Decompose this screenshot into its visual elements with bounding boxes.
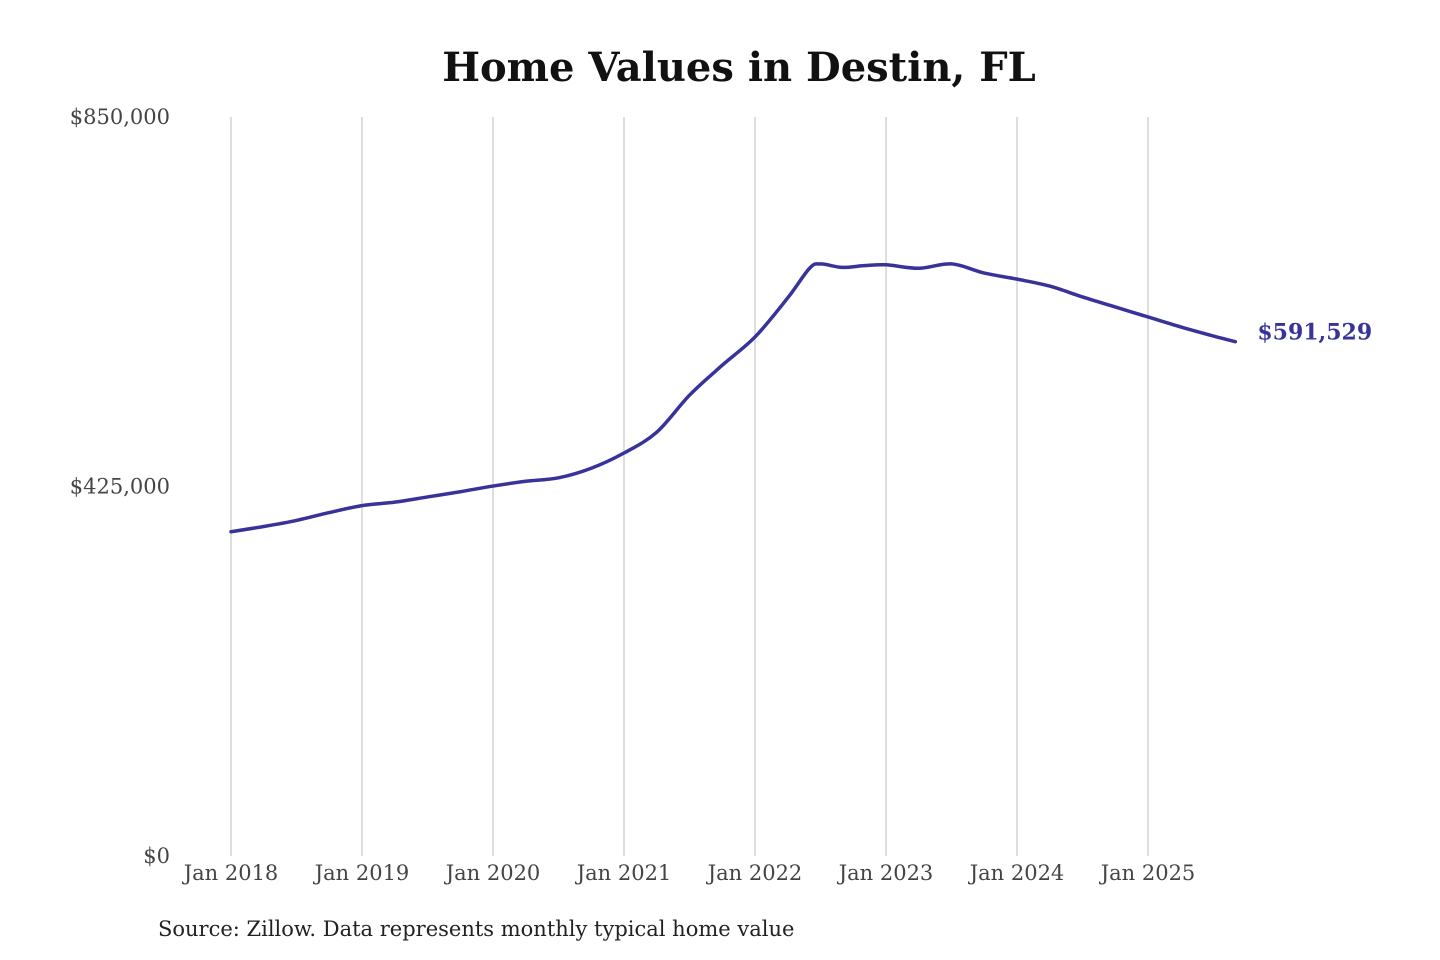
source-note: Source: Zillow. Data represents monthly … bbox=[158, 917, 795, 941]
y-tick-label: $425,000 bbox=[70, 475, 170, 499]
x-tick-label: Jan 2023 bbox=[837, 861, 934, 885]
x-tick-label: Jan 2025 bbox=[1099, 861, 1196, 885]
series-line bbox=[229, 262, 1238, 534]
x-tick-label: Jan 2024 bbox=[968, 861, 1065, 885]
x-tick-label: Jan 2019 bbox=[313, 861, 410, 885]
y-tick-label: $0 bbox=[143, 844, 170, 868]
y-tick-label: $850,000 bbox=[70, 105, 170, 129]
x-tick-label: Jan 2021 bbox=[575, 861, 672, 885]
x-tick-label: Jan 2020 bbox=[444, 861, 541, 885]
chart-title: Home Values in Destin, FL bbox=[442, 44, 1036, 91]
x-tick-label: Jan 2022 bbox=[706, 861, 803, 885]
x-tick-label: Jan 2018 bbox=[182, 861, 279, 885]
end-value-label: $591,529 bbox=[1257, 320, 1372, 346]
